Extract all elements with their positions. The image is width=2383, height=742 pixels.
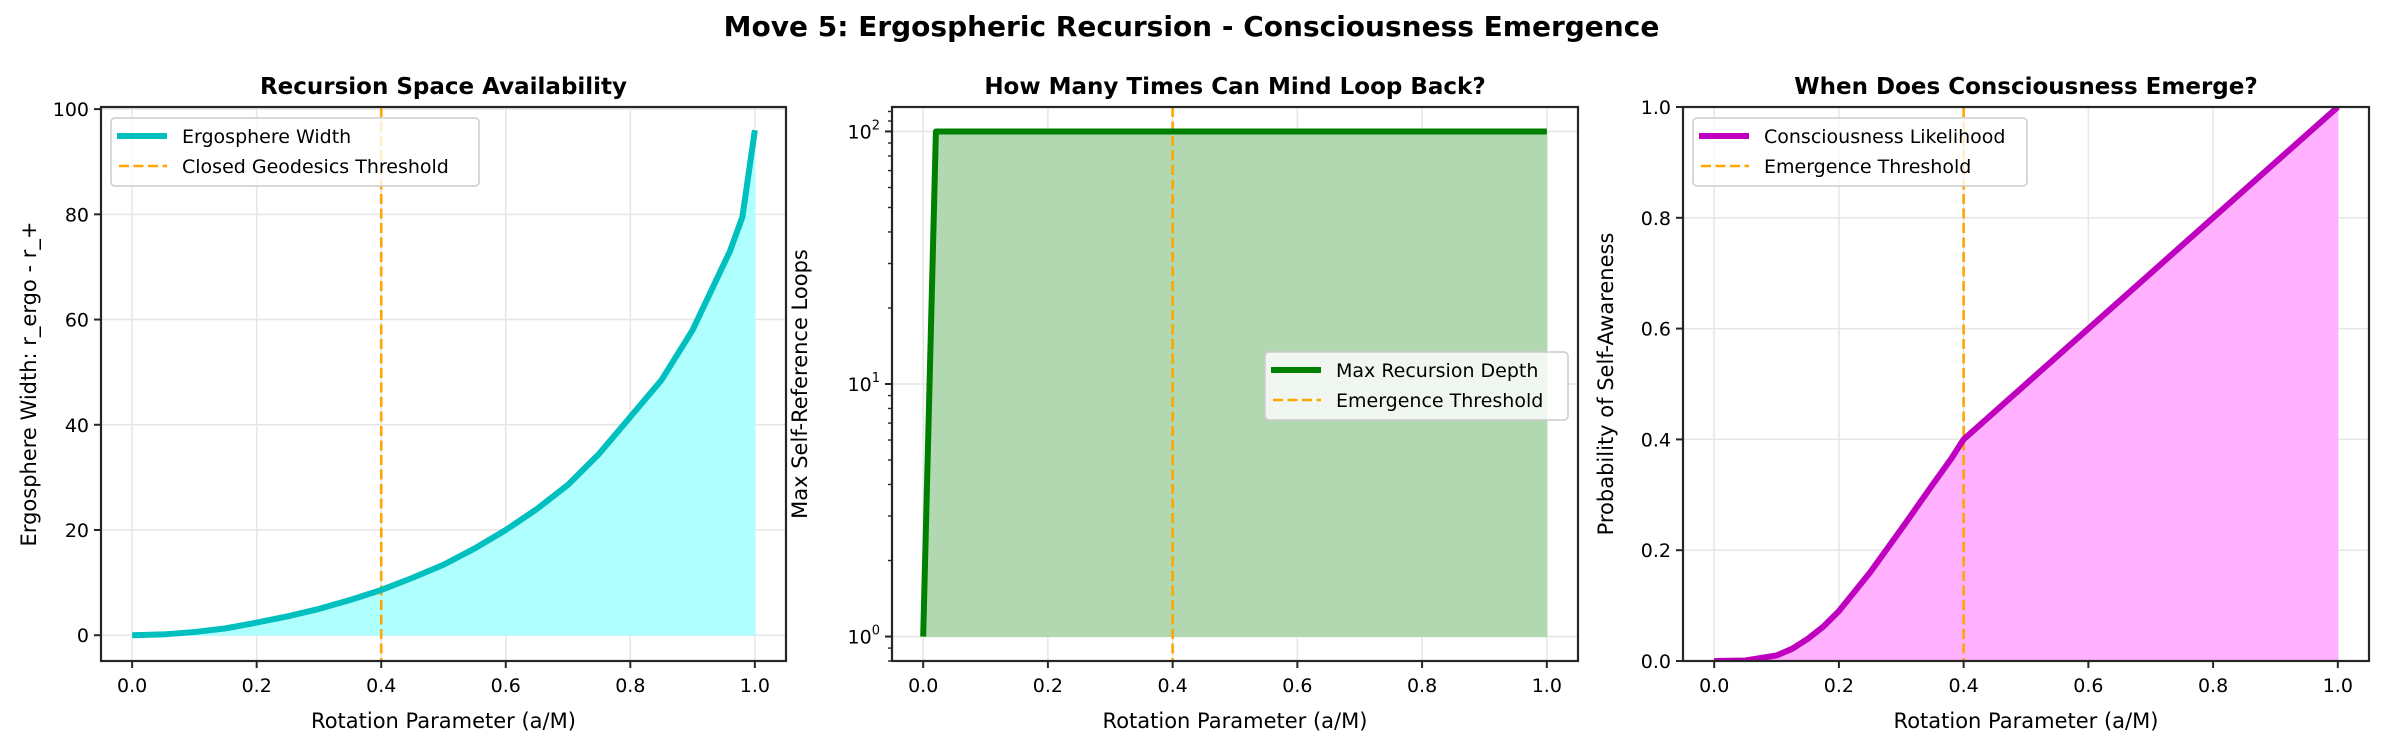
subplot-title: When Does Consciousness Emerge?	[1794, 74, 2257, 100]
x-tick-label: 1.0	[1532, 675, 1562, 697]
legend-box	[1692, 117, 2028, 187]
x-tick-label: 0.4	[1158, 675, 1188, 697]
y-tick-label: 1.0	[1641, 97, 1671, 119]
legend: Max Recursion Depth Emergence Threshold	[1264, 351, 1569, 421]
x-tick-label: 0.2	[1033, 675, 1063, 697]
y-tick-label: 0.6	[1641, 319, 1671, 341]
subplot-title: How Many Times Can Mind Loop Back?	[984, 74, 1485, 100]
legend: Ergosphere Width Closed Geodesics Thresho…	[110, 117, 480, 187]
legend-label: Max Recursion Depth	[1336, 360, 1538, 382]
y-tick-label: 101	[848, 371, 880, 396]
y-axis-label: Max Self-Reference Loops	[788, 249, 812, 519]
x-tick-label: 1.0	[740, 675, 770, 697]
x-tick-label: 0.2	[242, 675, 272, 697]
y-tick-label: 0.2	[1641, 540, 1671, 562]
y-tick-label: 0.4	[1641, 429, 1671, 451]
plot-area	[920, 107, 1548, 661]
x-axis-label: Rotation Parameter (a/M)	[311, 709, 576, 733]
legend-box	[110, 117, 480, 187]
x-tick-label: 0.4	[366, 675, 396, 697]
subplot-2: 0.0 0.2 0.4 0.6 0.8 1.0 100 101 102 How Many Time…	[788, 74, 1580, 733]
x-tick-label: 1.0	[2323, 675, 2353, 697]
axes-frame	[99, 105, 788, 663]
legend-label: Consciousness Likelihood	[1764, 126, 2005, 148]
x-tick-label: 0.0	[1699, 675, 1729, 697]
y-tick-label: 0	[77, 625, 89, 647]
x-tick-label: 0.0	[908, 675, 938, 697]
x-tick-label: 0.2	[1824, 675, 1854, 697]
y-axis-label: Ergosphere Width: r_ergo - r_+	[17, 222, 42, 547]
y-tick-label: 100	[848, 624, 880, 649]
data-line	[132, 129, 758, 639]
legend-label: Emergence Threshold	[1336, 390, 1543, 412]
x-tick-label: 0.0	[117, 675, 147, 697]
x-tick-label: 0.8	[2198, 675, 2228, 697]
legend: Consciousness Likelihood Emergence Thresh…	[1692, 117, 2028, 187]
plot-area	[1714, 107, 2340, 661]
x-axis-label: Rotation Parameter (a/M)	[1894, 709, 2159, 733]
x-tick-label: 0.6	[491, 675, 521, 697]
subplot-3: 0.0 0.2 0.4 0.6 0.8 1.0 0.0 0.2 0.4 0.6 0.8 1.0 When…	[1594, 74, 2371, 733]
legend-label: Ergosphere Width	[182, 126, 351, 148]
x-axis-label: Rotation Parameter (a/M)	[1103, 709, 1368, 733]
legend-label: Emergence Threshold	[1764, 156, 1971, 178]
subplot-title: Recursion Space Availability	[260, 74, 627, 100]
axes-frame	[1681, 105, 2371, 663]
subplot-1: 0.0 0.2 0.4 0.6 0.8 1.0 0 20 40 60 80 100 Recursion …	[17, 74, 788, 733]
y-tick-label: 40	[65, 415, 89, 437]
x-tick-label: 0.6	[1282, 675, 1312, 697]
figure-title: Move 5: Ergospheric Recursion - Consciou…	[723, 10, 1660, 43]
y-tick-label: 0.0	[1641, 651, 1671, 673]
legend-box	[1264, 351, 1569, 421]
data-line	[920, 128, 1547, 637]
y-tick-label: 100	[53, 99, 89, 121]
y-tick-label: 60	[65, 310, 89, 332]
y-tick-label: 20	[65, 520, 89, 542]
x-tick-label: 0.4	[1949, 675, 1979, 697]
data-line	[1714, 107, 2340, 661]
y-tick-label: 0.8	[1641, 208, 1671, 230]
x-tick-label: 0.8	[615, 675, 645, 697]
y-tick-label: 80	[65, 204, 89, 226]
y-tick-label: 102	[848, 118, 880, 143]
x-tick-label: 0.8	[1407, 675, 1437, 697]
plot-area	[132, 107, 758, 661]
x-tick-label: 0.6	[2073, 675, 2103, 697]
y-axis-label: Probability of Self-Awareness	[1594, 233, 1618, 536]
legend-label: Closed Geodesics Threshold	[182, 156, 449, 178]
